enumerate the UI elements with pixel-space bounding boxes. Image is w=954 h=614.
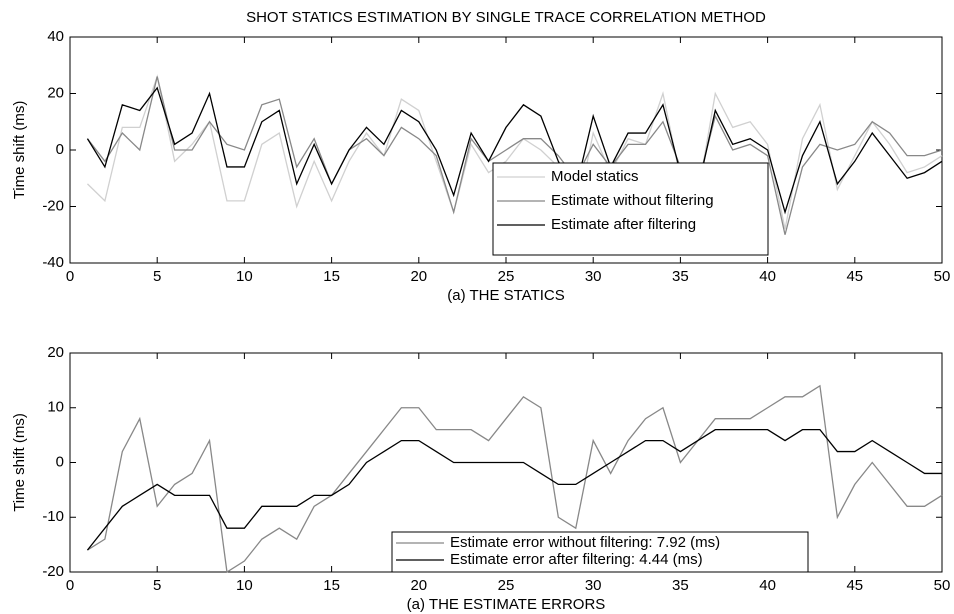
- y-tick-label: 40: [47, 28, 64, 45]
- x-tick-label: 45: [846, 577, 863, 594]
- legend-box: [391, 531, 809, 573]
- x-tick-label: 50: [934, 577, 951, 594]
- y-tick-label: 10: [47, 399, 64, 416]
- y-tick-label: 0: [56, 141, 64, 158]
- x-tick-label: 5: [153, 577, 161, 594]
- y-tick-label: -20: [42, 563, 64, 580]
- x-tick-label: 10: [236, 268, 253, 285]
- y-tick-label: -40: [42, 254, 64, 271]
- x-tick-label: 0: [66, 577, 74, 594]
- x-tick-label: 30: [585, 577, 602, 594]
- x-tick-label: 0: [66, 268, 74, 285]
- legend-label: Estimate without filtering: [551, 192, 714, 209]
- y-axis-label: Time shift (ms): [11, 101, 28, 200]
- legend-label: Estimate error without filtering: 7.92 (…: [450, 534, 720, 551]
- x-axis-label: (a) THE ESTIMATE ERRORS: [407, 596, 606, 613]
- legend-label: Model statics: [551, 168, 639, 185]
- legend-label: Estimate after filtering: [551, 216, 696, 233]
- legend-box: [492, 162, 769, 256]
- x-tick-label: 45: [846, 268, 863, 285]
- x-tick-label: 10: [236, 577, 253, 594]
- y-tick-label: 20: [47, 344, 64, 361]
- x-tick-label: 20: [410, 268, 427, 285]
- x-tick-label: 40: [759, 268, 776, 285]
- series-line: [86, 86, 943, 215]
- y-tick-label: -20: [42, 197, 64, 214]
- chart-title: SHOT STATICS ESTIMATION BY SINGLE TRACE …: [246, 9, 766, 26]
- series-line: [87, 384, 943, 574]
- y-tick-label: 0: [56, 453, 64, 470]
- x-axis-label: (a) THE STATICS: [447, 287, 565, 304]
- x-tick-label: 35: [672, 268, 689, 285]
- y-axis-label: Time shift (ms): [11, 413, 28, 512]
- y-tick-label: -10: [42, 508, 64, 525]
- legend-label: Estimate error after filtering: 4.44 (ms…: [450, 551, 703, 568]
- x-tick-label: 20: [410, 577, 427, 594]
- x-tick-label: 50: [934, 268, 951, 285]
- x-tick-label: 25: [498, 268, 515, 285]
- x-tick-label: 5: [153, 268, 161, 285]
- x-tick-label: 15: [323, 268, 340, 285]
- y-tick-label: 20: [47, 84, 64, 101]
- x-tick-label: 35: [672, 577, 689, 594]
- x-tick-label: 25: [498, 577, 515, 594]
- x-tick-label: 15: [323, 577, 340, 594]
- series-line: [86, 74, 943, 230]
- series-line: [86, 429, 942, 551]
- x-tick-label: 40: [759, 577, 776, 594]
- series-line: [86, 76, 943, 235]
- x-tick-label: 30: [585, 268, 602, 285]
